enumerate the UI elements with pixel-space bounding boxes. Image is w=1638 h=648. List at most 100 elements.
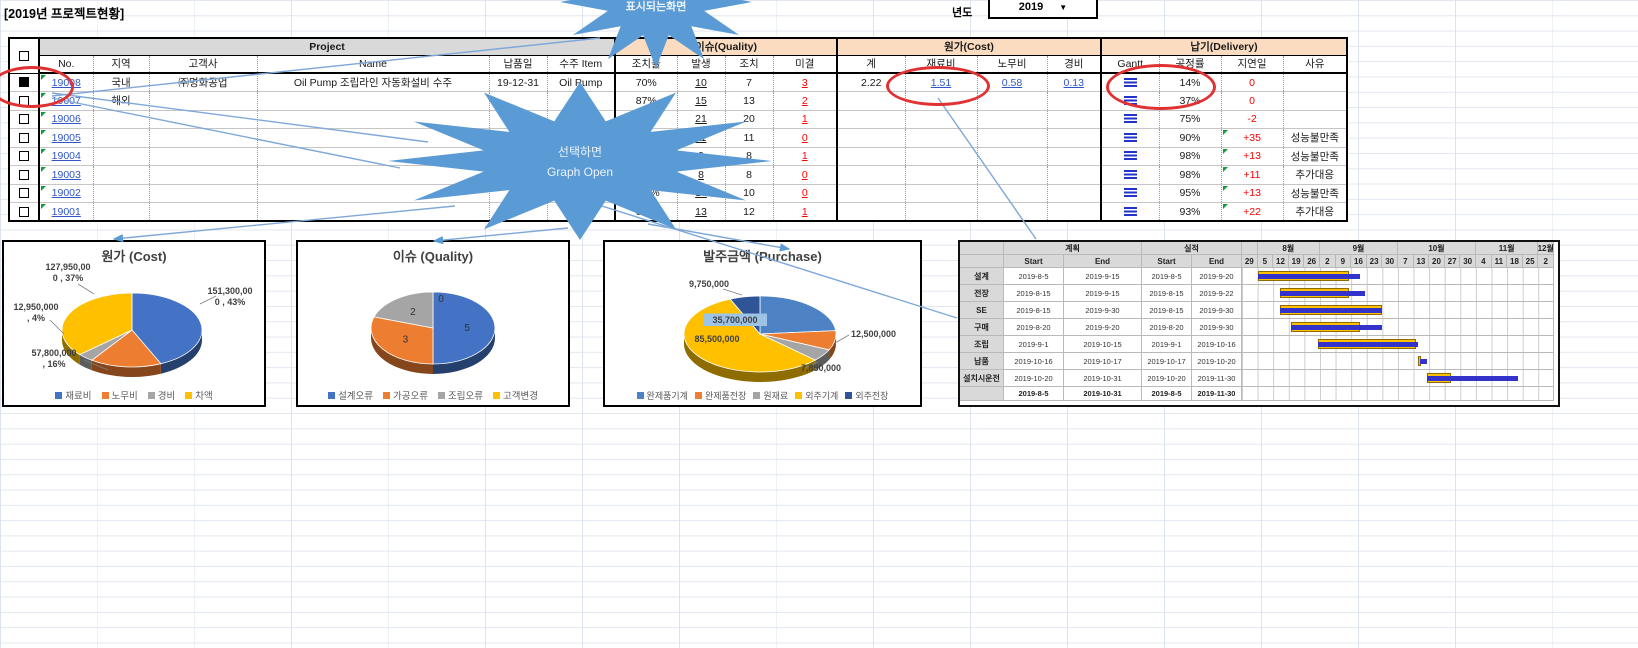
row-checkbox[interactable] — [19, 132, 29, 143]
gantt-month-label: 10월 — [1398, 242, 1476, 255]
cost-total-cell — [837, 147, 906, 166]
project-no-link[interactable]: 19005 — [39, 128, 94, 148]
pie-slice-노무비 — [90, 329, 162, 368]
pie-data-label: 7,850,000 — [801, 363, 841, 373]
gantt-task-name: 조립 — [960, 336, 1004, 353]
pie-side — [829, 334, 836, 360]
row-checkbox[interactable] — [19, 114, 29, 125]
row-checkbox[interactable] — [19, 169, 29, 180]
gantt-week-label: 13 — [1413, 255, 1430, 268]
labor-cost-link[interactable] — [977, 147, 1048, 166]
gantt-plan-end: 2019-9-15 — [1064, 268, 1142, 285]
gantt-timeline-row — [1242, 353, 1554, 370]
col-customer: 고객사 — [149, 55, 258, 74]
project-no-link[interactable]: 19003 — [39, 165, 94, 185]
labor-cost-link[interactable] — [977, 202, 1048, 222]
expense-cost-link[interactable] — [1047, 184, 1102, 203]
gantt-week-label: 25 — [1522, 255, 1539, 268]
gantt-icon-highlight-ellipse — [1106, 64, 1216, 110]
gantt-week-label: 30 — [1460, 255, 1476, 268]
gantt-icon[interactable] — [1123, 169, 1137, 180]
gantt-plan-end: 2019-9-30 — [1064, 302, 1142, 319]
row-checkbox[interactable] — [19, 206, 29, 217]
labor-cost-link[interactable] — [977, 110, 1048, 129]
project-no-link[interactable]: 19001 — [39, 202, 94, 222]
section-delivery: 납기(Delivery) — [1101, 38, 1348, 56]
gantt-actual-end: 2019-9-22 — [1192, 285, 1242, 302]
gantt-month-label — [1242, 242, 1258, 255]
material-cost-link[interactable] — [905, 110, 978, 129]
gantt-actual-start: 2019-8-20 — [1142, 319, 1192, 336]
gantt-month-label: 11월 — [1476, 242, 1539, 255]
project-no-link[interactable]: 19002 — [39, 184, 94, 203]
gantt-week-label: 2 — [1320, 255, 1336, 268]
expense-cost-link[interactable] — [1047, 110, 1102, 129]
legend-label: 외주전장 — [855, 391, 889, 401]
material-cost-link[interactable] — [905, 184, 978, 203]
gantt-timeline-row — [1242, 285, 1554, 302]
labor-cost-link[interactable] — [977, 91, 1048, 111]
row-select-cell — [9, 110, 40, 129]
gantt-icon[interactable] — [1123, 151, 1137, 162]
region-cell — [93, 110, 150, 129]
material-cost-link[interactable] — [905, 165, 978, 185]
year-dropdown[interactable]: 2019 ▼ — [988, 0, 1098, 19]
gantt-icon[interactable] — [1123, 188, 1137, 199]
expense-cost-link[interactable]: 0.13 — [1047, 73, 1102, 92]
section-quality: 이슈(Quality) — [615, 38, 838, 56]
gantt-summary-date: 2019-8-5 — [1004, 387, 1064, 401]
legend-label: 설계오류 — [338, 391, 374, 402]
customer-cell — [149, 147, 258, 166]
quality-chart-title: 이슈 (Quality) — [392, 249, 474, 264]
section-cost: 원가(Cost) — [837, 38, 1102, 56]
gantt-task-name: 설계 — [960, 268, 1004, 285]
row-checkbox[interactable] — [19, 188, 29, 199]
project-no-link[interactable]: 19004 — [39, 147, 94, 166]
material-cost-link[interactable] — [905, 202, 978, 222]
gantt-month-label: 12월 — [1538, 242, 1554, 255]
labor-cost-link[interactable] — [977, 184, 1048, 203]
legend-item: 차액 — [185, 388, 213, 402]
gantt-icon[interactable] — [1123, 132, 1137, 143]
gantt-cell — [1101, 202, 1160, 222]
select-all-checkbox[interactable] — [19, 50, 29, 61]
reason-cell: 성능불만족 — [1283, 128, 1348, 148]
gantt-icon[interactable] — [1123, 114, 1137, 125]
labor-cost-link[interactable] — [977, 128, 1048, 148]
expense-cost-link[interactable] — [1047, 91, 1102, 111]
gantt-cell — [1101, 128, 1160, 148]
customer-cell — [149, 91, 258, 111]
region-cell: 해외 — [93, 91, 150, 111]
cost-total-cell — [837, 184, 906, 203]
gantt-actual-bar — [1291, 325, 1383, 330]
legend-swatch — [55, 391, 63, 399]
project-no-link[interactable]: 19006 — [39, 110, 94, 129]
gantt-plan-end: 2019-9-20 — [1064, 319, 1142, 336]
row-checkbox[interactable] — [19, 151, 29, 162]
labor-cost-link[interactable] — [977, 165, 1048, 185]
region-cell — [93, 128, 150, 148]
project-name-cell: Oil Pump 조립라인 자동화설비 수주 — [257, 73, 490, 92]
gantt-plan-start: 2019-10-20 — [1004, 370, 1064, 387]
legend-label: 재료비 — [65, 391, 92, 402]
material-cost-link[interactable] — [905, 128, 978, 148]
expense-cost-link[interactable] — [1047, 165, 1102, 185]
material-cost-link[interactable] — [905, 147, 978, 166]
expense-cost-link[interactable] — [1047, 128, 1102, 148]
expense-cost-link[interactable] — [1047, 147, 1102, 166]
gantt-icon[interactable] — [1123, 206, 1137, 217]
gantt-week-label: 7 — [1398, 255, 1414, 268]
legend-item: 설계오류 — [328, 388, 373, 402]
legend-label: 가공오류 — [393, 391, 428, 402]
labor-cost-link[interactable]: 0.58 — [977, 73, 1048, 92]
pie-data-label: 12,950,000 — [13, 302, 58, 312]
expense-cost-link[interactable] — [1047, 202, 1102, 222]
project-name-cell — [257, 165, 490, 185]
dropdown-arrow-icon: ▼ — [1059, 2, 1068, 12]
pie-side — [433, 328, 495, 374]
legend-item: 가공오류 — [383, 388, 428, 402]
pie-data-label: 35,700,000 — [712, 315, 757, 325]
gantt-month-label: 8월 — [1257, 242, 1320, 255]
year-label: 년도 — [952, 7, 973, 19]
